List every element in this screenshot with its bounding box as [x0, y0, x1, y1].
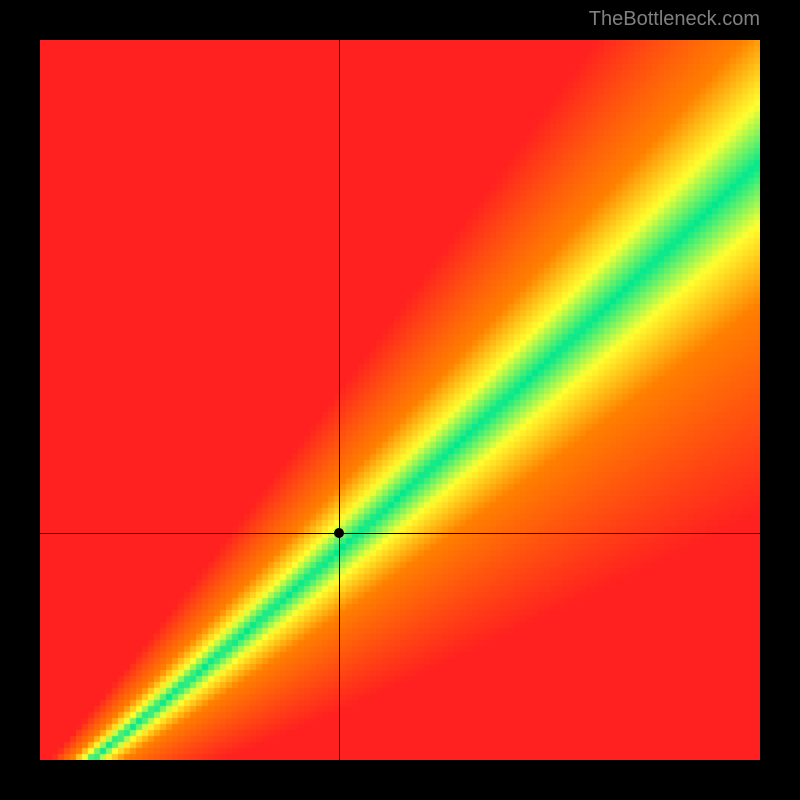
watermark-text: TheBottleneck.com: [589, 8, 760, 31]
crosshair-vertical: [339, 40, 340, 760]
heatmap-canvas: [40, 40, 760, 760]
crosshair-marker: [334, 528, 344, 538]
crosshair-horizontal: [40, 533, 760, 534]
heatmap-plot: [40, 40, 760, 760]
